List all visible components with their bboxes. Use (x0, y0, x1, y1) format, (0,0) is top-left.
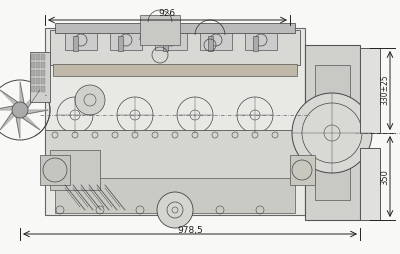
Bar (50, 150, 100, 190)
Circle shape (292, 93, 372, 173)
Circle shape (75, 85, 105, 115)
Circle shape (12, 102, 28, 118)
Polygon shape (20, 90, 40, 110)
Bar (31, 70, 35, 76)
Bar (41, 54, 45, 60)
Polygon shape (0, 106, 20, 110)
Bar (31, 62, 35, 68)
Text: 926: 926 (158, 8, 176, 18)
Bar (41, 86, 45, 92)
Polygon shape (0, 90, 20, 110)
Bar (55, 23, 295, 33)
Polygon shape (16, 110, 20, 138)
Bar (31, 86, 35, 92)
Bar (155, 30, 187, 50)
Bar (30, 52, 50, 102)
Bar (45, 28, 305, 215)
Text: 350: 350 (380, 169, 390, 185)
Bar (53, 64, 297, 76)
Bar (360, 48, 380, 133)
Bar (315, 65, 350, 200)
Bar (41, 78, 45, 84)
Bar (36, 62, 40, 68)
Bar (36, 86, 40, 92)
Bar (208, 36, 213, 51)
Bar (50, 30, 300, 65)
Text: 978,5: 978,5 (177, 226, 203, 234)
Polygon shape (0, 110, 20, 130)
Polygon shape (20, 110, 48, 114)
Bar (36, 54, 40, 60)
Bar (65, 30, 97, 50)
Bar (360, 148, 380, 220)
Bar (73, 36, 78, 51)
Bar (36, 78, 40, 84)
Bar (253, 36, 258, 51)
Bar (41, 70, 45, 76)
Bar (110, 30, 142, 50)
Bar (305, 45, 360, 220)
Circle shape (157, 192, 193, 228)
Bar (290, 155, 315, 185)
Text: 330±25: 330±25 (380, 75, 390, 105)
Bar (140, 15, 180, 45)
Bar (245, 30, 277, 50)
Bar (41, 62, 45, 68)
Polygon shape (20, 82, 24, 110)
Polygon shape (20, 110, 40, 130)
Bar (31, 78, 35, 84)
Bar (163, 36, 168, 51)
Bar (200, 30, 232, 50)
Bar (55, 178, 295, 213)
Bar (36, 70, 40, 76)
Bar (31, 54, 35, 60)
Bar (118, 36, 123, 51)
Bar (45, 130, 305, 180)
Bar (40, 155, 70, 185)
